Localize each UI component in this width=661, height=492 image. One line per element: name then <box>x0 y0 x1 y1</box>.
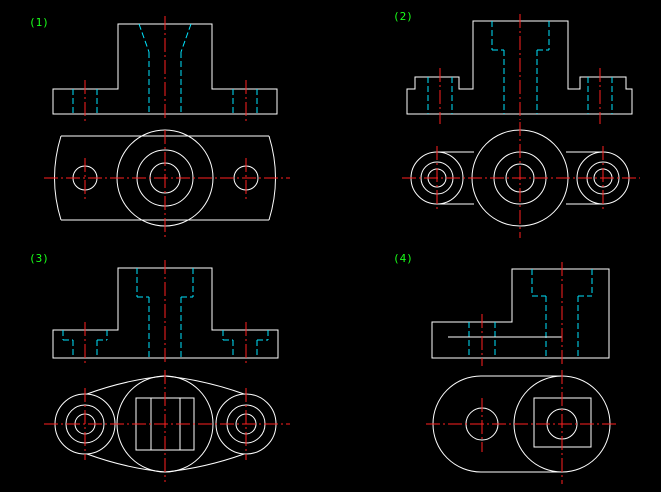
fig4-front-outline <box>431 268 610 359</box>
figure-label-4: (4) <box>393 252 413 265</box>
figure-2 <box>402 14 640 238</box>
fig2-hidden-lines <box>427 21 613 114</box>
fig1-front-outline <box>52 23 278 115</box>
figure-1 <box>44 16 290 240</box>
fig1-hidden-lines <box>72 23 258 114</box>
fig4-hidden-lines <box>468 269 593 358</box>
fig2-center-lines <box>402 14 640 238</box>
figure-label-1: (1) <box>29 16 49 29</box>
figure-3 <box>44 260 290 482</box>
fig4-center-lines <box>426 262 618 484</box>
fig3-hidden-lines <box>62 268 269 358</box>
fig2-front-outline <box>406 20 633 115</box>
figure-label-2: (2) <box>393 10 413 23</box>
fig3-front-outline <box>52 267 279 359</box>
fig1-center-lines <box>44 16 290 240</box>
figure-label-3: (3) <box>29 252 49 265</box>
fig3-center-lines <box>44 260 290 482</box>
figure-4 <box>426 262 618 484</box>
